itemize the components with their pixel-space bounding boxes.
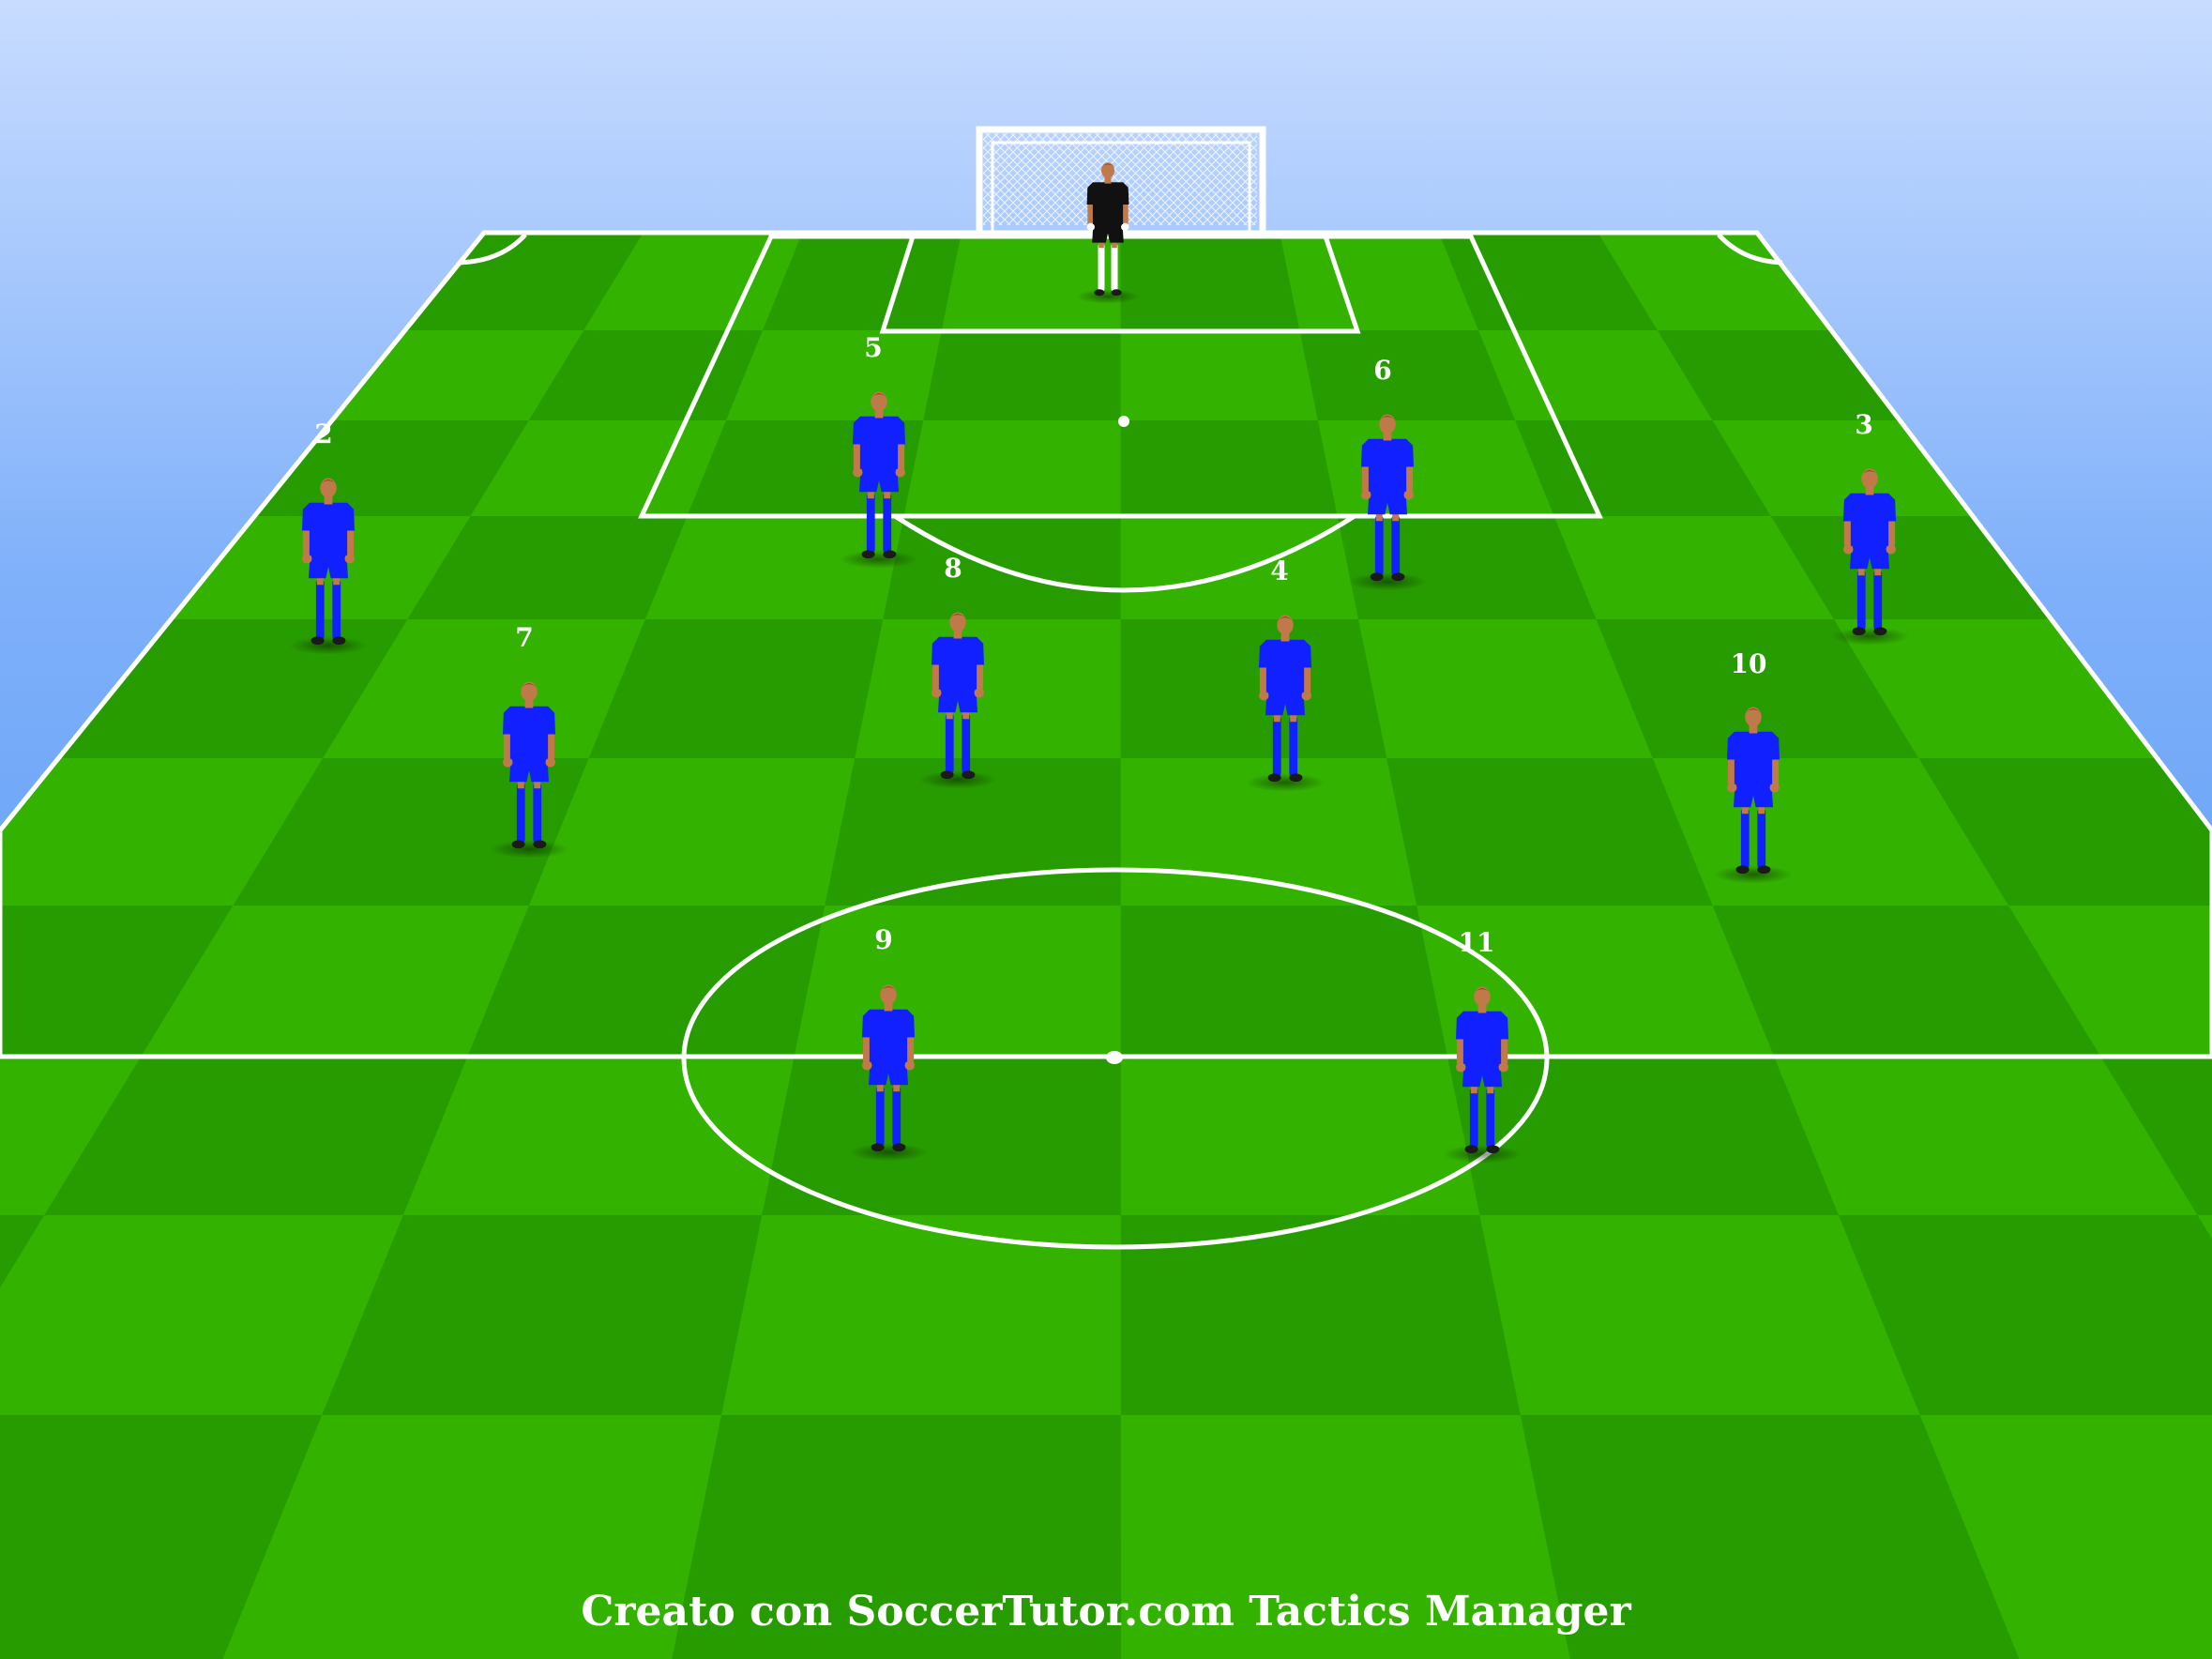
grass-stripe bbox=[762, 233, 962, 330]
grass-stripe bbox=[672, 1415, 1121, 1659]
grass-stripe bbox=[1120, 619, 1387, 758]
player-number-label: 3 bbox=[1855, 409, 1872, 440]
player-number-label: 2 bbox=[314, 419, 332, 449]
grass-stripe bbox=[1120, 420, 1338, 516]
player-number-label: 7 bbox=[515, 622, 533, 653]
grass-stripe bbox=[1838, 1215, 2212, 1415]
grass-stripe bbox=[528, 330, 763, 420]
grass-stripe bbox=[1386, 758, 1713, 906]
player-number-label: 5 bbox=[864, 332, 882, 363]
pitch-markings bbox=[0, 230, 2212, 1250]
corner-arc-left bbox=[459, 233, 527, 266]
penalty-spot bbox=[1118, 416, 1129, 427]
grass-stripe bbox=[1120, 233, 1300, 330]
penalty-arc bbox=[893, 513, 1356, 593]
grass-stripe bbox=[44, 1057, 468, 1215]
player-number-label: 11 bbox=[1459, 927, 1495, 958]
grass-stripe bbox=[1120, 906, 1447, 1057]
centre-spot bbox=[1106, 1051, 1123, 1064]
grass-stripe bbox=[322, 1215, 763, 1415]
centre-circle bbox=[681, 867, 1550, 1250]
pitch bbox=[0, 233, 2212, 1659]
grass-stripe bbox=[1712, 906, 2101, 1057]
grass-stripe bbox=[1438, 233, 1658, 330]
grass-stripe bbox=[1447, 1057, 1839, 1215]
grass-stripe bbox=[1120, 1215, 1521, 1415]
grass-stripe bbox=[233, 758, 589, 906]
corner-arc-right bbox=[1717, 233, 1783, 266]
grass-stripe bbox=[1515, 420, 1771, 516]
grass-stripe bbox=[0, 906, 234, 1057]
grass-stripe bbox=[588, 619, 884, 758]
grass-stripe bbox=[762, 1057, 1121, 1215]
grass-stripe bbox=[407, 516, 688, 619]
grass-stripe bbox=[1520, 1415, 2020, 1659]
grass-stripe bbox=[1299, 330, 1516, 420]
player-number-label: 8 bbox=[944, 553, 962, 584]
grass-stripe bbox=[1337, 516, 1597, 619]
players: 2 5 6 3 7 8 4 10 9 11 bbox=[289, 162, 1909, 1164]
grass-stripe bbox=[1596, 619, 1919, 758]
goal-area bbox=[879, 234, 1361, 334]
player-number-label: 4 bbox=[1270, 556, 1288, 586]
grass-stripe bbox=[923, 330, 1121, 420]
player-number-label: 9 bbox=[874, 924, 892, 955]
credit-text: Creato con SoccerTutor.com Tactics Manag… bbox=[581, 1588, 1631, 1636]
grass-stripe bbox=[467, 906, 826, 1057]
grass-stripe bbox=[825, 758, 1121, 906]
grass-stripe bbox=[0, 1415, 323, 1659]
player-number-label: 6 bbox=[1373, 355, 1391, 386]
touchlines bbox=[0, 230, 2212, 1059]
player-number-label: 10 bbox=[1731, 648, 1767, 679]
